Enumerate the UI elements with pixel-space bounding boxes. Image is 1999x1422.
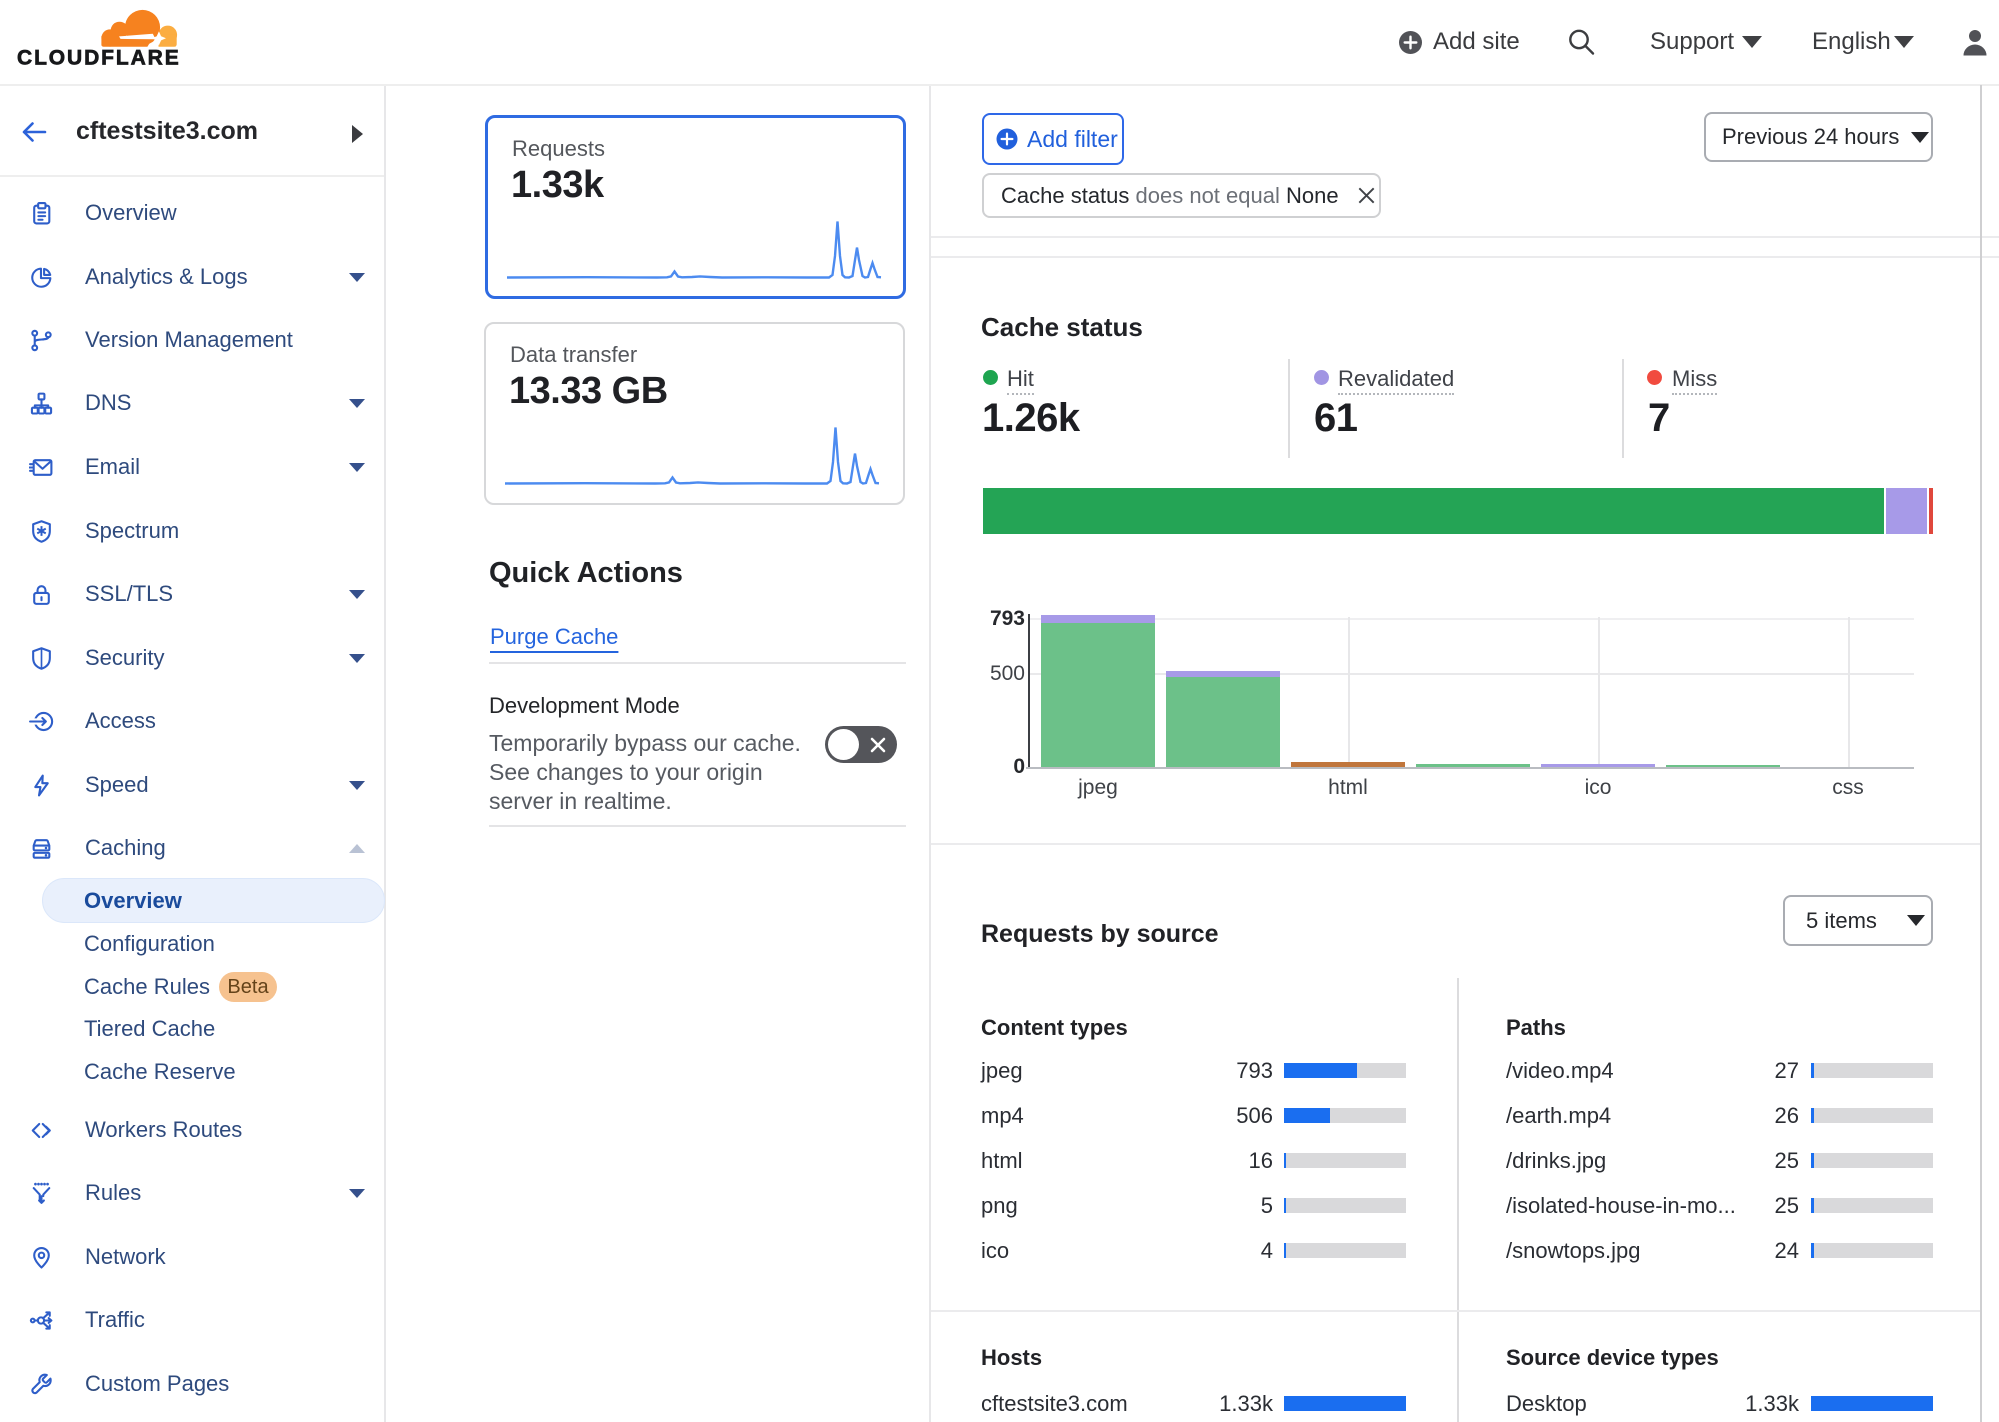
svg-text:CLOUDFLARE: CLOUDFLARE: [17, 47, 181, 70]
